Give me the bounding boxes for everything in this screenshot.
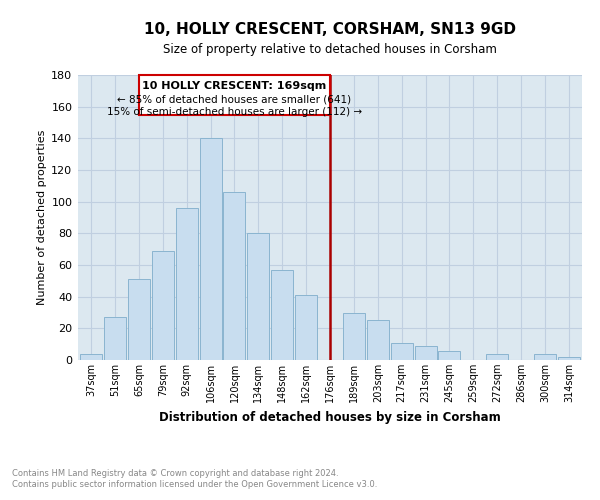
Text: 10, HOLLY CRESCENT, CORSHAM, SN13 9GD: 10, HOLLY CRESCENT, CORSHAM, SN13 9GD	[144, 22, 516, 38]
Bar	[534, 354, 556, 360]
Bar	[223, 192, 245, 360]
Bar	[128, 279, 150, 360]
Text: ← 85% of detached houses are smaller (641): ← 85% of detached houses are smaller (64…	[118, 94, 352, 104]
Text: Contains public sector information licensed under the Open Government Licence v3: Contains public sector information licen…	[12, 480, 377, 489]
X-axis label: Distribution of detached houses by size in Corsham: Distribution of detached houses by size …	[159, 410, 501, 424]
Bar	[104, 318, 126, 360]
Bar	[200, 138, 221, 360]
Bar	[439, 350, 460, 360]
Bar	[247, 234, 269, 360]
Bar	[295, 295, 317, 360]
Bar	[271, 270, 293, 360]
Bar	[415, 346, 437, 360]
Bar	[80, 354, 102, 360]
Bar	[176, 208, 197, 360]
Text: 10 HOLLY CRESCENT: 169sqm: 10 HOLLY CRESCENT: 169sqm	[142, 82, 326, 92]
Y-axis label: Number of detached properties: Number of detached properties	[37, 130, 47, 305]
Bar	[367, 320, 389, 360]
Bar	[391, 342, 413, 360]
Bar	[152, 251, 174, 360]
Bar	[558, 357, 580, 360]
Text: 15% of semi-detached houses are larger (112) →: 15% of semi-detached houses are larger (…	[107, 106, 362, 117]
Bar	[343, 312, 365, 360]
Text: Contains HM Land Registry data © Crown copyright and database right 2024.: Contains HM Land Registry data © Crown c…	[12, 468, 338, 477]
Bar	[486, 354, 508, 360]
FancyBboxPatch shape	[139, 75, 330, 114]
Text: Size of property relative to detached houses in Corsham: Size of property relative to detached ho…	[163, 42, 497, 56]
